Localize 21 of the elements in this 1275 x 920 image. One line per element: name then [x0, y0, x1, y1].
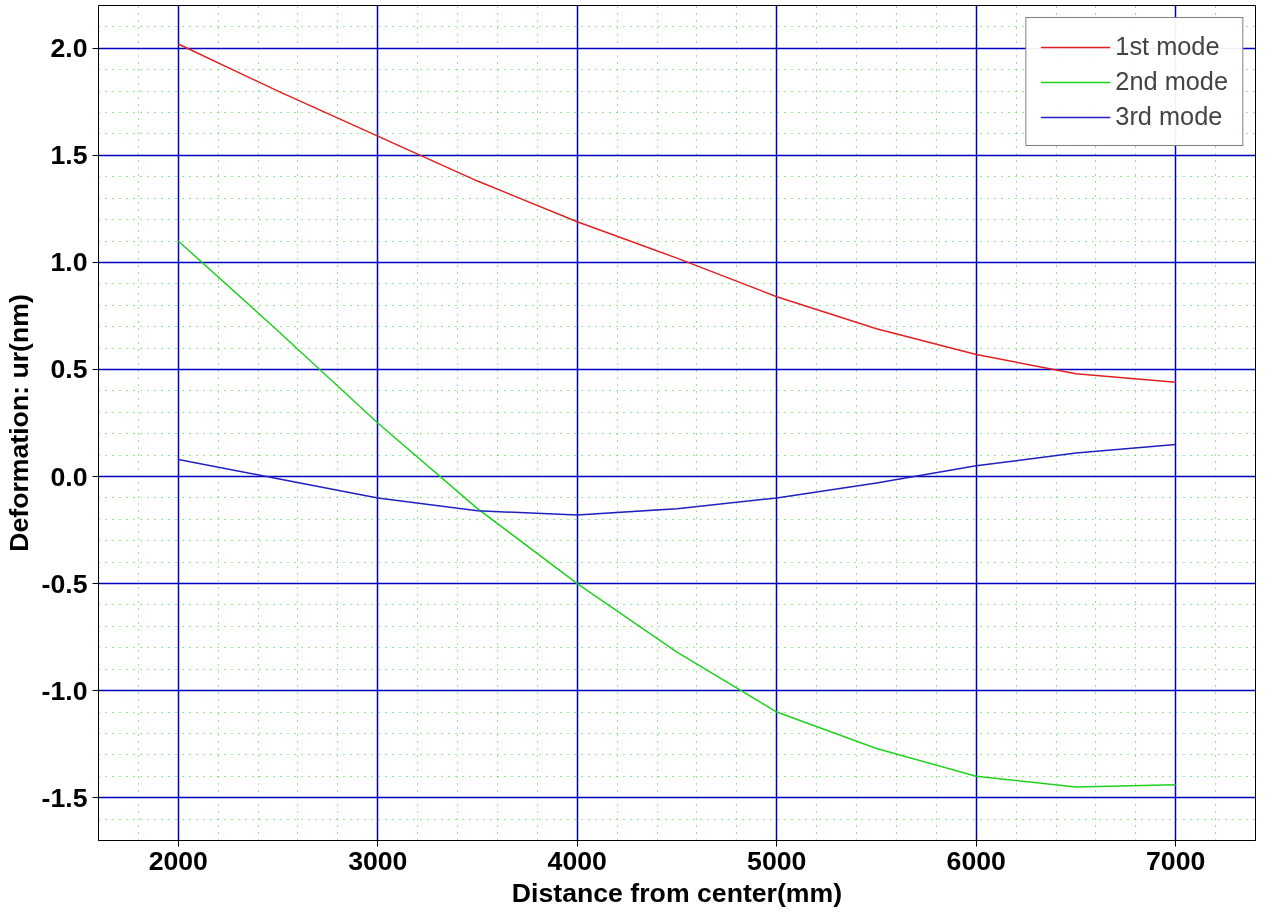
y-tick-label: 1.5 [50, 140, 88, 171]
y-tick-label: -0.5 [41, 568, 88, 599]
line-series [177, 443, 1177, 516]
legend-label: 2nd mode [1115, 67, 1228, 96]
line-series [177, 240, 1177, 788]
y-tick-label: 2.0 [50, 33, 88, 64]
x-tick-label: 5000 [747, 845, 807, 876]
y-axis-title: Deformation: ur(nm) [3, 294, 34, 552]
x-axis-title: Distance from center(mm) [511, 877, 843, 908]
x-tick-label: 6000 [946, 845, 1006, 876]
y-tick-label: 0.0 [50, 461, 88, 492]
legend-label: 1st mode [1115, 32, 1220, 61]
x-tick-label: 2000 [148, 845, 208, 876]
y-tick-label: -1.0 [41, 675, 88, 706]
x-tick-label: 4000 [547, 845, 607, 876]
x-tick-label: 7000 [1146, 845, 1206, 876]
y-tick-label: -1.5 [41, 782, 88, 813]
legend-label: 3rd mode [1115, 102, 1223, 131]
y-tick-label: 1.0 [50, 247, 88, 278]
x-tick-label: 3000 [348, 845, 408, 876]
y-tick-label: 0.5 [50, 354, 88, 385]
